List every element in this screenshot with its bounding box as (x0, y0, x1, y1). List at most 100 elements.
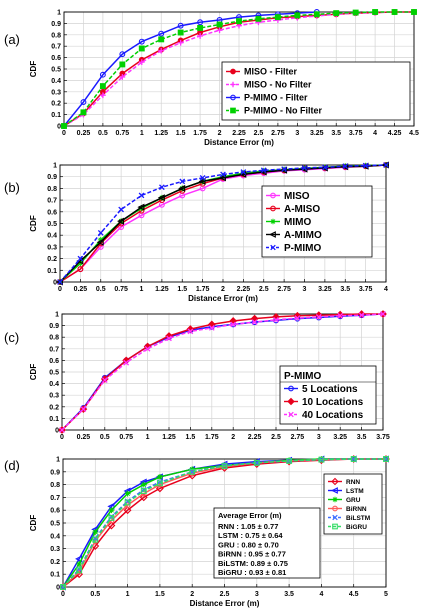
y-tick-label: 0.9 (51, 21, 61, 28)
data-point (218, 174, 226, 182)
data-point (220, 171, 226, 178)
data-point (92, 536, 99, 543)
legend-label: BiRNN (346, 506, 367, 513)
legend-marker (288, 411, 294, 418)
chart-panel-a: (a) 0 0.25 0.5 0.75 1 1.25 1.5 1.75 2 2.25 2.5 2.75… (0, 0, 432, 150)
y-tick-label: 0.8 (51, 32, 61, 39)
legend-marker (270, 218, 276, 225)
data-point (123, 359, 130, 366)
data-point (273, 316, 279, 323)
data-point (61, 123, 67, 129)
data-point (381, 161, 389, 169)
x-tick-label: 2 (190, 591, 194, 598)
y-axis-label: CDF (29, 61, 38, 78)
y-tick-label: 0.2 (51, 101, 61, 108)
series (60, 456, 389, 590)
data-point (99, 83, 106, 90)
annotation-line: GRU : 0.80 ± 0.70 (218, 540, 279, 549)
legend-label: A-MISO (284, 204, 320, 215)
y-axis-label: CDF (29, 215, 38, 232)
x-tick-label: 1 (126, 591, 130, 598)
legend-marker (230, 81, 236, 88)
data-point (179, 178, 186, 185)
legend-marker (332, 505, 338, 512)
x-tick-label: 1.75 (193, 130, 207, 137)
series-line (62, 458, 386, 588)
legend-label: LSTM (346, 488, 364, 495)
data-point (197, 25, 204, 31)
y-tick-label: 0.9 (49, 323, 59, 330)
chart-panel-d: (d) 0 0.5 1 1.5 2 2.5 3 3.5 4 4.5 5 0 0.1 0.2 0.3 0.4 0.… (0, 450, 432, 611)
legend-label: BiLSTM (346, 515, 370, 522)
series (57, 162, 389, 285)
data-point (177, 29, 184, 36)
data-point (159, 184, 165, 191)
y-tick-label: 0.6 (51, 55, 61, 62)
data-point (411, 9, 417, 15)
x-tick-label: 4.5 (349, 591, 359, 598)
data-point (60, 584, 66, 590)
x-tick-label: 2.5 (220, 591, 230, 598)
x-tick-label: 0.5 (100, 434, 110, 441)
y-tick-label: 1 (53, 163, 57, 170)
data-point (76, 567, 83, 574)
data-point (108, 514, 115, 521)
chart-d: 0 0.5 1 1.5 2 2.5 3 3.5 4 4.5 5 0 0.1 0.2 0.3 0.4 0.5 0.6… (29, 455, 390, 608)
data-point (322, 164, 328, 171)
chart-panel-b: (b) 0 0.25 0.5 0.75 1 1.25 1.5 1.75 2 2.25 2.5 2.75… (0, 150, 432, 303)
legend-marker (331, 487, 338, 494)
legend-label: MIMO (284, 217, 311, 228)
legend-label: 5 Locations (302, 384, 358, 395)
y-tick-label: 0.5 (49, 370, 59, 377)
x-tick-label: 3.25 (318, 286, 332, 293)
y-tick-label: 0.1 (49, 416, 59, 423)
y-tick-label: 1 (57, 10, 61, 17)
data-point (156, 480, 163, 487)
y-tick-label: 0.4 (49, 381, 59, 388)
x-tick-label: 4 (384, 286, 388, 293)
x-tick-label: 2.75 (277, 286, 291, 293)
y-tick-label: 0 (57, 124, 61, 131)
series-line (61, 313, 383, 431)
x-tick-label: 0.25 (74, 286, 88, 293)
y-tick-label: 0.3 (51, 89, 61, 96)
data-point (96, 238, 104, 246)
y-tick-label: 0.8 (49, 335, 59, 342)
data-point (107, 521, 116, 530)
chart-c: 0 0.25 0.5 0.75 1 1.25 1.5 1.75 2 2.25 2.5 2.75 3 3.2… (29, 310, 390, 441)
x-axis-label: Distance Error (m) (204, 138, 274, 147)
legend-label: 40 Locations (302, 410, 364, 421)
data-point (208, 325, 215, 331)
x-tick-label: 4.25 (388, 130, 402, 137)
data-point (189, 468, 196, 475)
data-point (178, 184, 186, 192)
x-axis-label: Distance Error (m) (188, 294, 258, 303)
data-point (157, 474, 163, 480)
annotation-box (213, 507, 321, 579)
x-tick-label: 3.5 (357, 434, 367, 441)
legend-title: P-MIMO (284, 371, 321, 382)
x-tick-label: 2 (231, 434, 235, 441)
legend-label: MISO - Filter (244, 67, 298, 77)
data-point (119, 51, 126, 58)
data-point (281, 166, 287, 172)
y-tick-label: 0.8 (50, 482, 60, 489)
x-tick-label: 1 (146, 434, 150, 441)
data-point (255, 15, 262, 22)
data-point (100, 92, 106, 99)
y-tick-label: 0.7 (49, 346, 59, 353)
x-tick-label: 0 (61, 591, 65, 598)
data-point (198, 177, 206, 185)
data-point (358, 312, 365, 319)
x-tick-label: 0 (58, 286, 62, 293)
data-point (372, 9, 379, 15)
y-tick-label: 0.5 (51, 67, 61, 74)
data-point (251, 319, 258, 325)
data-point (216, 21, 223, 28)
annotation-line: BiGRU : 0.93 ± 0.81 (218, 568, 286, 577)
data-point (124, 490, 131, 497)
data-point (260, 167, 267, 174)
x-tick-label: 3 (317, 434, 321, 441)
data-point (274, 14, 281, 21)
x-tick-label: 1.5 (176, 130, 186, 137)
